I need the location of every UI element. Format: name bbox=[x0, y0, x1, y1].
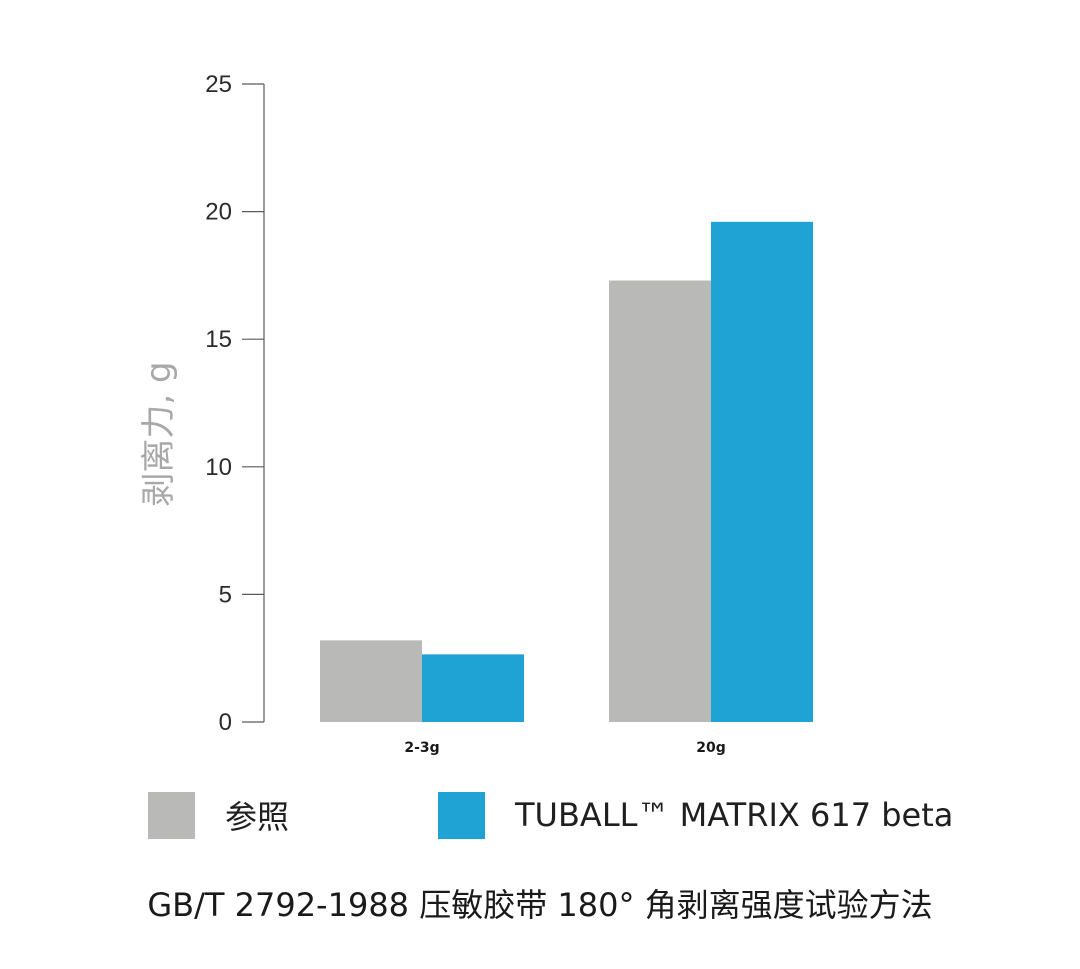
legend-label-reference: 参照 bbox=[225, 798, 290, 836]
legend-swatch-reference bbox=[148, 791, 195, 839]
y-tick-label-10: 10 bbox=[205, 454, 232, 481]
bar-20g-series-1 bbox=[711, 221, 813, 723]
footer-caption: GB/T 2792-1988 压敏胶带 180° 角剥离强度试验方法 bbox=[147, 886, 933, 924]
bars-layer bbox=[320, 221, 813, 723]
x-category-label-1: 20g bbox=[696, 740, 726, 756]
y-tick-label-20: 20 bbox=[205, 199, 232, 226]
legend-label-tuball: TUBALL™ MATRIX 617 beta bbox=[515, 796, 954, 834]
y-tick-label-25: 25 bbox=[205, 71, 232, 98]
legend-item-reference: 参照 bbox=[148, 790, 289, 840]
axis-layer: 0 5 10 15 20 25 bbox=[205, 71, 265, 736]
y-tick-label-0: 0 bbox=[219, 709, 232, 736]
legend-swatch-tuball bbox=[438, 791, 485, 839]
bar-2-3g-series-1 bbox=[422, 654, 524, 722]
labels-layer: 2-3g 20g bbox=[404, 740, 725, 756]
legend: 参照 TUBALL™ MATRIX 617 beta bbox=[0, 790, 1080, 850]
y-axis-label: 剥离力, g bbox=[139, 361, 179, 506]
bar-2-3g-series-0 bbox=[320, 640, 422, 722]
y-tick-label-5: 5 bbox=[219, 581, 232, 608]
legend-item-tuball: TUBALL™ MATRIX 617 beta bbox=[438, 790, 953, 840]
y-tick-label-15: 15 bbox=[205, 326, 232, 353]
bar-20g-series-0 bbox=[609, 280, 711, 722]
x-category-label-0: 2-3g bbox=[404, 740, 439, 756]
